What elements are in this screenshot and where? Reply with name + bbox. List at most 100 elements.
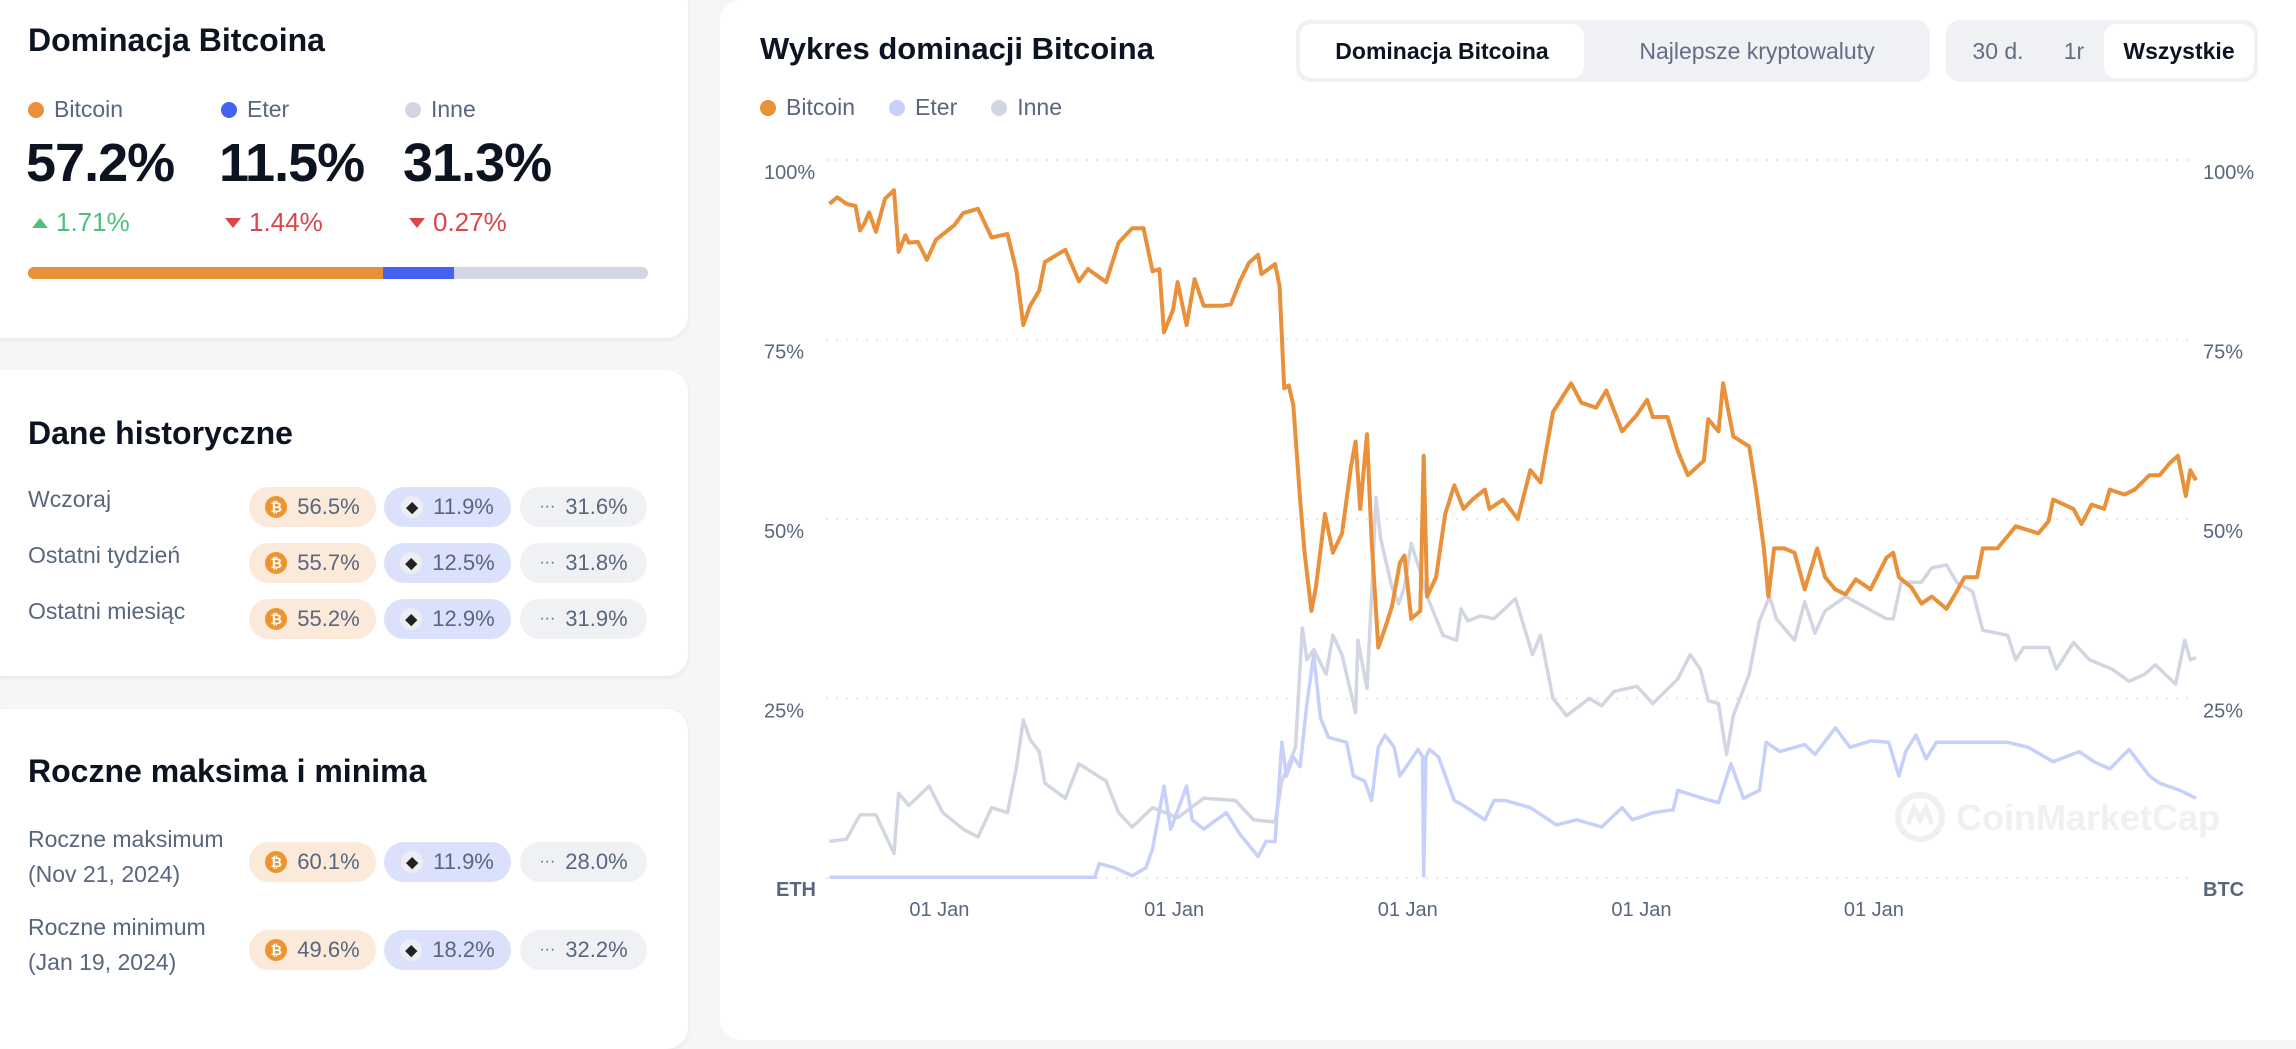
eter-dot-icon [221,101,237,118]
eth-value: 18.2% [432,937,495,962]
range-toggle: 30 d. 1r Wszystkie [1946,20,2258,82]
ethereum-icon: ◆ [401,496,424,518]
legend-label: Inne [1017,94,1062,120]
chart-panel: Wykres dominacji Bitcoina Dominacja Bitc… [720,0,2296,1040]
tab-dominacja-bitcoina[interactable]: Dominacja Bitcoina [1300,24,1584,78]
tab-najlepsze-kryptowaluty[interactable]: Najlepsze kryptowaluty [1639,37,1875,64]
other-value: 32.2% [565,937,628,962]
eth-pill: ◆ 18.2% [384,930,511,970]
eter-dominance-value: 11.5% [219,133,365,193]
chart-legend-item[interactable]: Bitcoin [760,94,855,121]
chart-legend: Bitcoin Eter Inne [760,94,1062,121]
chart-title: Wykres dominacji Bitcoina [760,31,1154,66]
yearly-label: Roczne maksimum [28,826,224,852]
yearly-card: Roczne maksima i minima Roczne maksimum (… [0,709,688,1049]
other-pill: ··· 31.8% [520,543,647,583]
btc-pill: ₿ 60.1% [249,842,376,882]
other-pill: ··· 32.2% [520,930,647,970]
bitcoin-icon: ₿ [265,851,288,873]
bitcoin-icon: ₿ [265,552,288,574]
change-value: 1.44% [249,207,323,237]
other-value: 28.0% [565,849,628,874]
other-pill: ··· 31.9% [520,599,647,639]
range-30d[interactable]: 30 d. [1972,37,2024,64]
eth-value: 12.9% [432,606,495,631]
legend-bitcoin: Bitcoin [28,96,123,123]
btc-pill: ₿ 56.5% [249,487,376,527]
bar-segment-inne [453,267,648,279]
change-value: 0.27% [433,207,507,237]
bitcoin-dot-icon [28,101,44,118]
ethereum-icon: ◆ [400,552,423,574]
chart-legend-item[interactable]: Eter [889,94,957,121]
historical-row-label: Wczoraj [28,486,112,512]
btc-value: 55.7% [297,550,360,575]
bitcoin-icon: ₿ [265,608,288,630]
range-1y[interactable]: 1r [2063,37,2085,64]
legend-eter: Eter [221,96,289,123]
historical-row-label: Ostatni tydzień [28,542,181,568]
change-value: 1.71% [56,207,130,237]
legend-dot-icon [760,99,776,116]
yearly-date: (Nov 21, 2024) [28,861,181,887]
btc-value: 56.5% [297,494,360,519]
ethereum-icon: ◆ [401,851,424,873]
btc-value: 55.2% [297,606,360,631]
btc-value: 49.6% [297,937,360,962]
dominance-bar [28,267,648,279]
view-toggle: Dominacja Bitcoina Najlepsze kryptowalut… [1296,20,1930,82]
eth-value: 12.5% [432,550,495,575]
other-value: 31.8% [565,550,628,575]
legend-label: Bitcoin [54,96,124,122]
eth-value: 11.9% [433,494,494,519]
arrow-up-icon [32,217,48,228]
bar-segment-bitcoin [28,267,383,279]
legend-inne: Inne [405,96,476,123]
yearly-row-label: Roczne maksimum (Nov 21, 2024) [28,822,224,892]
arrow-down-icon [225,217,241,228]
bitcoin-dominance-value: 57.2% [26,133,175,193]
bitcoin-change: 1.71% [32,207,130,238]
historical-title: Dane historyczne [28,415,293,451]
more-dots-icon: ··· [539,610,556,627]
arrow-down-icon [409,217,425,228]
legend-dot-icon [991,99,1008,116]
historical-row-label: Ostatni miesiąc [28,598,186,624]
eth-pill: ◆ 11.9% [384,842,511,882]
yearly-title: Roczne maksima i minima [28,753,427,789]
eth-pill: ◆ 12.5% [384,543,511,583]
yearly-date: (Jan 19, 2024) [28,949,177,975]
other-pill: ··· 28.0% [520,842,647,882]
eter-change: 1.44% [225,207,323,238]
legend-label: Eter [915,94,958,120]
btc-value: 60.1% [297,849,360,874]
bitcoin-icon: ₿ [265,939,288,961]
more-dots-icon: ··· [539,554,556,571]
inne-change: 0.27% [409,207,507,238]
dominance-card: Dominacja Bitcoina Bitcoin Eter Inne 57.… [0,0,688,338]
eth-pill: ◆ 11.9% [384,487,511,527]
dominance-title: Dominacja Bitcoina [28,22,325,58]
historical-card: Dane historyczne Wczoraj ₿ 56.5% ◆ 11.9% ·… [0,370,688,676]
yearly-label: Roczne minimum [28,914,206,940]
btc-pill: ₿ 55.2% [249,599,376,639]
more-dots-icon: ··· [539,853,556,870]
legend-dot-icon [889,99,906,116]
eth-pill: ◆ 12.9% [384,599,511,639]
ethereum-icon: ◆ [400,939,423,961]
yearly-row-label: Roczne minimum (Jan 19, 2024) [28,910,206,980]
legend-label: Eter [247,96,290,122]
inne-dominance-value: 31.3% [403,133,552,193]
inne-dot-icon [405,101,421,118]
eth-value: 11.9% [433,849,494,874]
bitcoin-icon: ₿ [265,496,288,518]
other-value: 31.9% [565,606,628,631]
other-pill: ··· 31.6% [520,487,647,527]
bar-segment-eter [382,267,454,279]
range-all[interactable]: Wszystkie [2104,24,2254,78]
btc-pill: ₿ 55.7% [249,543,376,583]
more-dots-icon: ··· [539,941,556,958]
legend-label: Inne [431,96,476,122]
chart-legend-item[interactable]: Inne [991,94,1062,121]
legend-label: Bitcoin [786,94,856,120]
